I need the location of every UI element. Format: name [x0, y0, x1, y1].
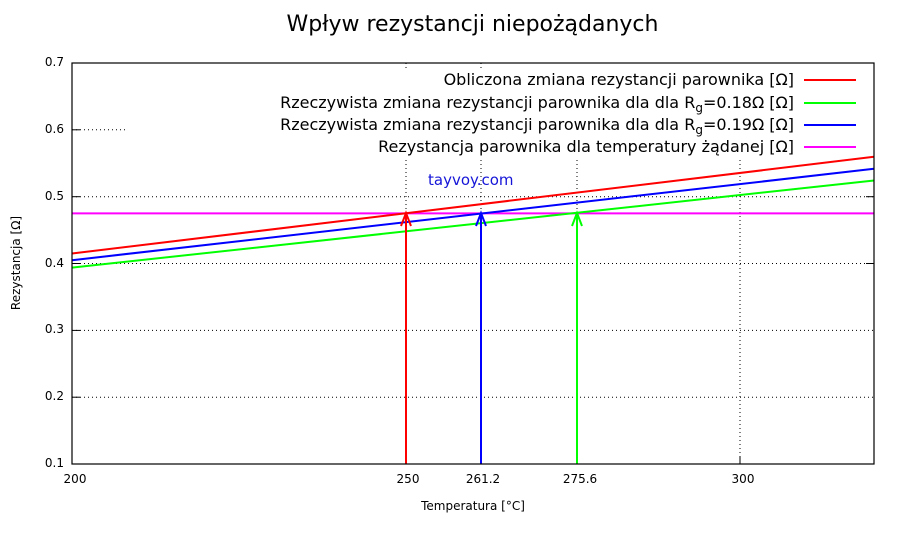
x-tick: 275.6 [562, 472, 598, 486]
green-arrow [571, 210, 583, 464]
legend-text: =0.19Ω [Ω] [702, 115, 794, 134]
series-red-line [71, 155, 875, 255]
chart-title: Wpływ rezystancji niepożądanych [286, 12, 659, 37]
x-tick: 200 [63, 472, 87, 486]
y-tick: 0.7 [44, 55, 64, 69]
legend-text: =0.18Ω [Ω] [702, 93, 794, 112]
series-green-line [71, 179, 875, 269]
y-tick: 0.2 [44, 389, 64, 403]
legend-subscript: g [695, 123, 703, 138]
y-tick: 0.5 [44, 189, 64, 203]
legend-text: Rzeczywista zmiana rezystancji parownika… [280, 115, 696, 134]
x-axis-label: Temperatura [°C] [421, 499, 525, 513]
legend-subscript: g [695, 101, 703, 116]
x-tick: 250 [396, 472, 420, 486]
legend-entry-blue: Rzeczywista zmiana rezystancji parownika… [280, 115, 794, 137]
legend-entry-green: Rzeczywista zmiana rezystancji parownika… [280, 93, 794, 115]
x-tick: 261.2 [465, 472, 501, 486]
y-tick: 0.6 [44, 122, 64, 136]
legend-entry-red: Obliczona zmiana rezystancji parownika [… [443, 70, 794, 89]
x-tick: 300 [731, 472, 755, 486]
legend-entry-magenta: Rezystancja parownika dla temperatury żą… [378, 137, 794, 156]
series-blue-line [71, 167, 875, 262]
plot-frame [71, 62, 875, 465]
legend-text: Rzeczywista zmiana rezystancji parownika… [280, 93, 696, 112]
y-tick: 0.1 [44, 456, 64, 470]
y-tick: 0.3 [44, 322, 64, 336]
blue-arrow [475, 210, 487, 464]
red-arrow [400, 210, 412, 464]
watermark: tayvoy.com [428, 171, 514, 189]
y-tick: 0.4 [44, 256, 64, 270]
